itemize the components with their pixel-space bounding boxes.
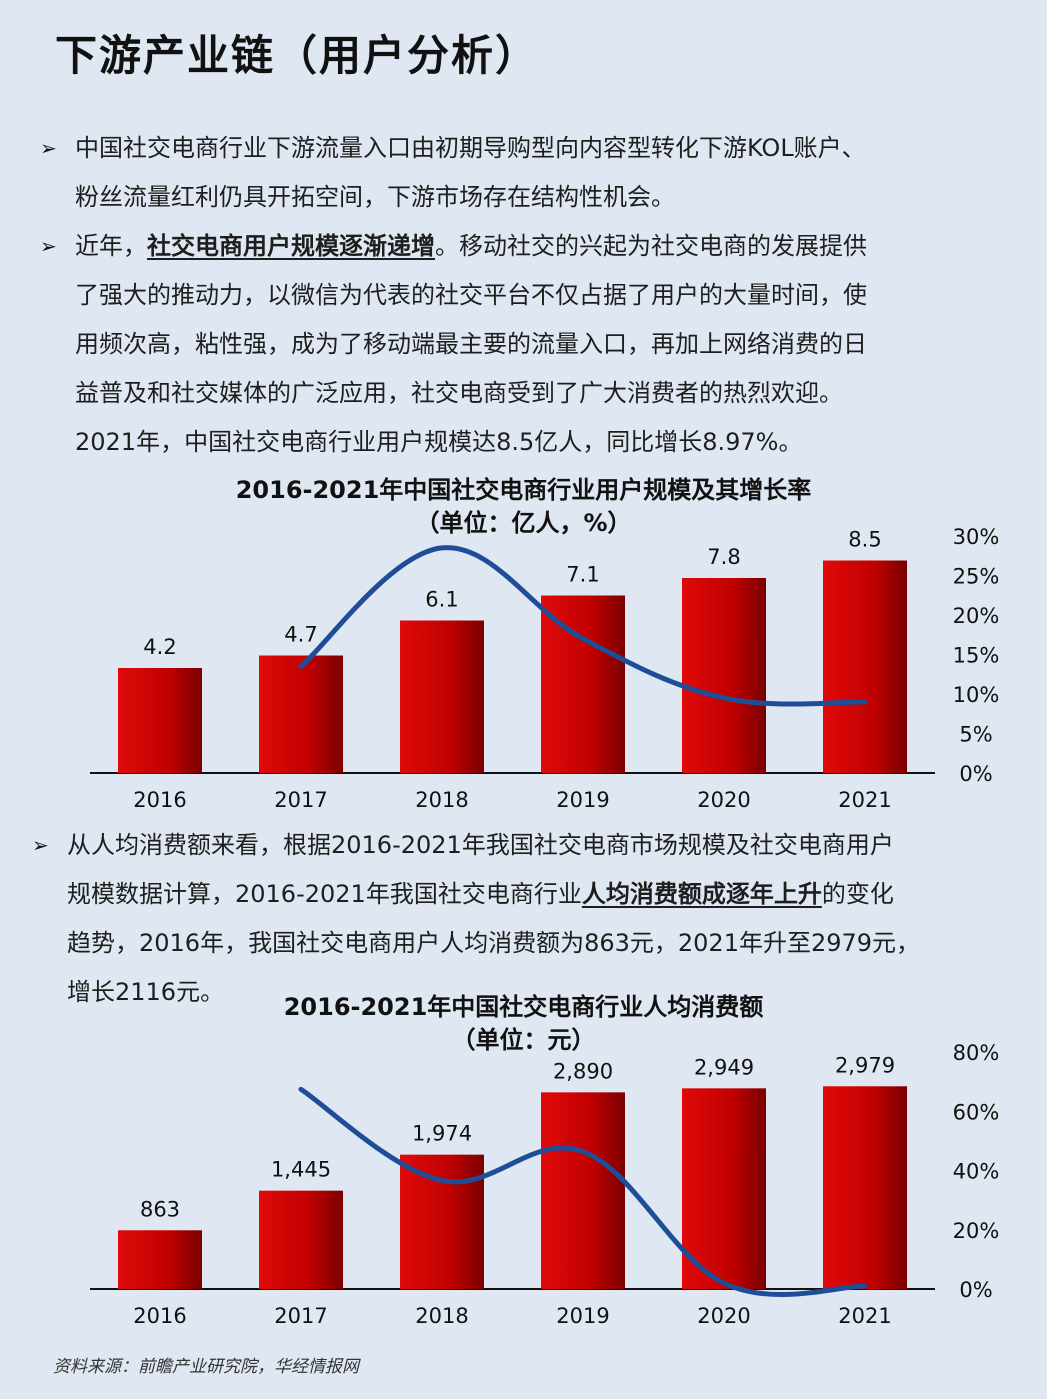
bar	[682, 1088, 766, 1289]
bar-data-label: 4.7	[284, 623, 317, 647]
x-tick-label: 2017	[274, 788, 327, 812]
x-tick-label: 2021	[838, 1304, 891, 1328]
paragraph-text: 的变化	[821, 880, 894, 908]
paragraph-line: 趋势，2016年，我国社交电商用户人均消费额为863元，2021年升至2979元…	[67, 929, 921, 957]
bar	[118, 668, 202, 773]
x-tick-label: 2020	[697, 788, 750, 812]
bar	[259, 655, 343, 773]
x-tick-label: 2018	[415, 1304, 468, 1328]
growth-rate-line	[298, 545, 868, 707]
x-tick-label: 2018	[415, 788, 468, 812]
bar-data-label: 4.2	[143, 635, 176, 659]
paragraph-text: 近年，	[75, 232, 147, 260]
paragraph-line: 中国社交电商行业下游流量入口由初期导购型向内容型转化下游KOL账户、	[75, 134, 866, 162]
bar-data-label: 1,445	[271, 1158, 331, 1182]
bar-data-label: 863	[140, 1197, 180, 1221]
bullet-arrow-icon: ➢	[40, 234, 57, 258]
paragraph-line: 近年，社交电商用户规模逐渐递增。移动社交的兴起为社交电商的发展提供	[75, 222, 1000, 271]
paragraph-line: 增长2116元。	[67, 978, 225, 1006]
emphasis-text: 人均消费额成逐年上升	[581, 880, 822, 908]
page-title: 下游产业链（用户分析）	[55, 31, 540, 80]
paragraph-line: 用频次高，粘性强，成为了移动端最主要的流量入口，再加上网络消费的日	[75, 330, 867, 358]
y-right-tick-label: 15%	[953, 644, 1000, 668]
x-tick-label: 2019	[556, 1304, 609, 1328]
y-right-tick-label: 60%	[953, 1100, 1000, 1124]
paragraph-line: 2021年，中国社交电商行业用户规模达8.5亿人，同比增长8.97%。	[75, 428, 803, 456]
y-right-tick-label: 20%	[953, 1219, 1000, 1243]
paragraph-1: ➢ 中国社交电商行业下游流量入口由初期导购型向内容型转化下游KOL账户、 粉丝流…	[40, 124, 1000, 222]
x-tick-label: 2021	[838, 788, 891, 812]
chart-2-title: 2016-2021年中国社交电商行业人均消费额	[283, 993, 764, 1021]
bullet-arrow-icon: ➢	[32, 833, 49, 857]
bar	[823, 1086, 907, 1289]
bar	[541, 595, 625, 773]
bar	[400, 620, 484, 773]
paragraph-line: 从人均消费额来看，根据2016-2021年我国社交电商市场规模及社交电商用户	[67, 831, 894, 859]
paragraph-line: 粉丝流量红利仍具开拓空间，下游市场存在结构性机会。	[75, 183, 675, 211]
chart-1-svg: 4.2 2016 4.7 2017 6.1 2018 7.1 2019 7.8 2020 8.5 20…	[90, 525, 1000, 812]
y-right-tick-label: 40%	[953, 1160, 1000, 1184]
chart-1-subtitle: （单位：亿人，%）	[415, 509, 632, 537]
growth-rate-line	[298, 1086, 868, 1297]
paragraph-3: ➢ 从人均消费额来看，根据2016-2021年我国社交电商市场规模及社交电商用户…	[32, 821, 1012, 1017]
paragraph-line: 规模数据计算，2016-2021年我国社交电商行业人均消费额成逐年上升的变化	[67, 870, 1012, 919]
chart-2-svg: 863 2016 1,445 2017 1,974 2018 2,890 2019 2,949 2…	[90, 1041, 1000, 1328]
y-right-tick-label: 0%	[959, 762, 992, 786]
y-right-tick-label: 25%	[953, 565, 1000, 589]
bar-data-label: 6.1	[425, 588, 458, 612]
bullet-arrow-icon: ➢	[40, 136, 57, 160]
y-right-tick-label: 80%	[953, 1041, 1000, 1065]
y-right-tick-label: 5%	[959, 723, 992, 747]
paragraph-line: 益普及和社交媒体的广泛应用，社交电商受到了广大消费者的热烈欢迎。	[75, 379, 843, 407]
bar-data-label: 2,979	[835, 1053, 895, 1077]
bar	[400, 1154, 484, 1289]
source-note: 资料来源：前瞻产业研究院，华经情报网	[53, 1357, 359, 1377]
y-right-tick-label: 0%	[959, 1278, 992, 1302]
y-right-tick-label: 20%	[953, 604, 1000, 628]
bar-data-label: 2,949	[694, 1055, 754, 1079]
bar-data-label: 7.1	[566, 563, 599, 587]
bar-data-label: 8.5	[848, 528, 881, 552]
bar	[682, 578, 766, 773]
x-tick-label: 2017	[274, 1304, 327, 1328]
x-tick-label: 2016	[133, 1304, 186, 1328]
y-right-tick-label: 10%	[953, 683, 1000, 707]
bar	[118, 1230, 202, 1289]
paragraph-2: ➢ 近年，社交电商用户规模逐渐递增。移动社交的兴起为社交电商的发展提供 了强大的…	[40, 222, 1000, 467]
bar-data-label: 1,974	[412, 1122, 472, 1146]
bar-data-label: 7.8	[707, 545, 740, 569]
paragraph-text: 规模数据计算，2016-2021年我国社交电商行业	[67, 880, 582, 908]
bar	[259, 1190, 343, 1289]
chart-2-subtitle: （单位：元）	[451, 1026, 596, 1054]
y-right-tick-label: 30%	[953, 525, 1000, 549]
bar-data-label: 2,890	[553, 1059, 613, 1083]
bar	[823, 560, 907, 773]
bar	[541, 1092, 625, 1289]
x-tick-label: 2020	[697, 1304, 750, 1328]
x-tick-label: 2019	[556, 788, 609, 812]
paragraph-line: 了强大的推动力，以微信为代表的社交平台不仅占据了用户的大量时间，使	[75, 281, 867, 309]
paragraph-text: 。移动社交的兴起为社交电商的发展提供	[435, 232, 867, 260]
chart-1-title: 2016-2021年中国社交电商行业用户规模及其增长率	[235, 476, 812, 504]
emphasis-text: 社交电商用户规模逐渐递增	[147, 232, 435, 260]
x-tick-label: 2016	[133, 788, 186, 812]
